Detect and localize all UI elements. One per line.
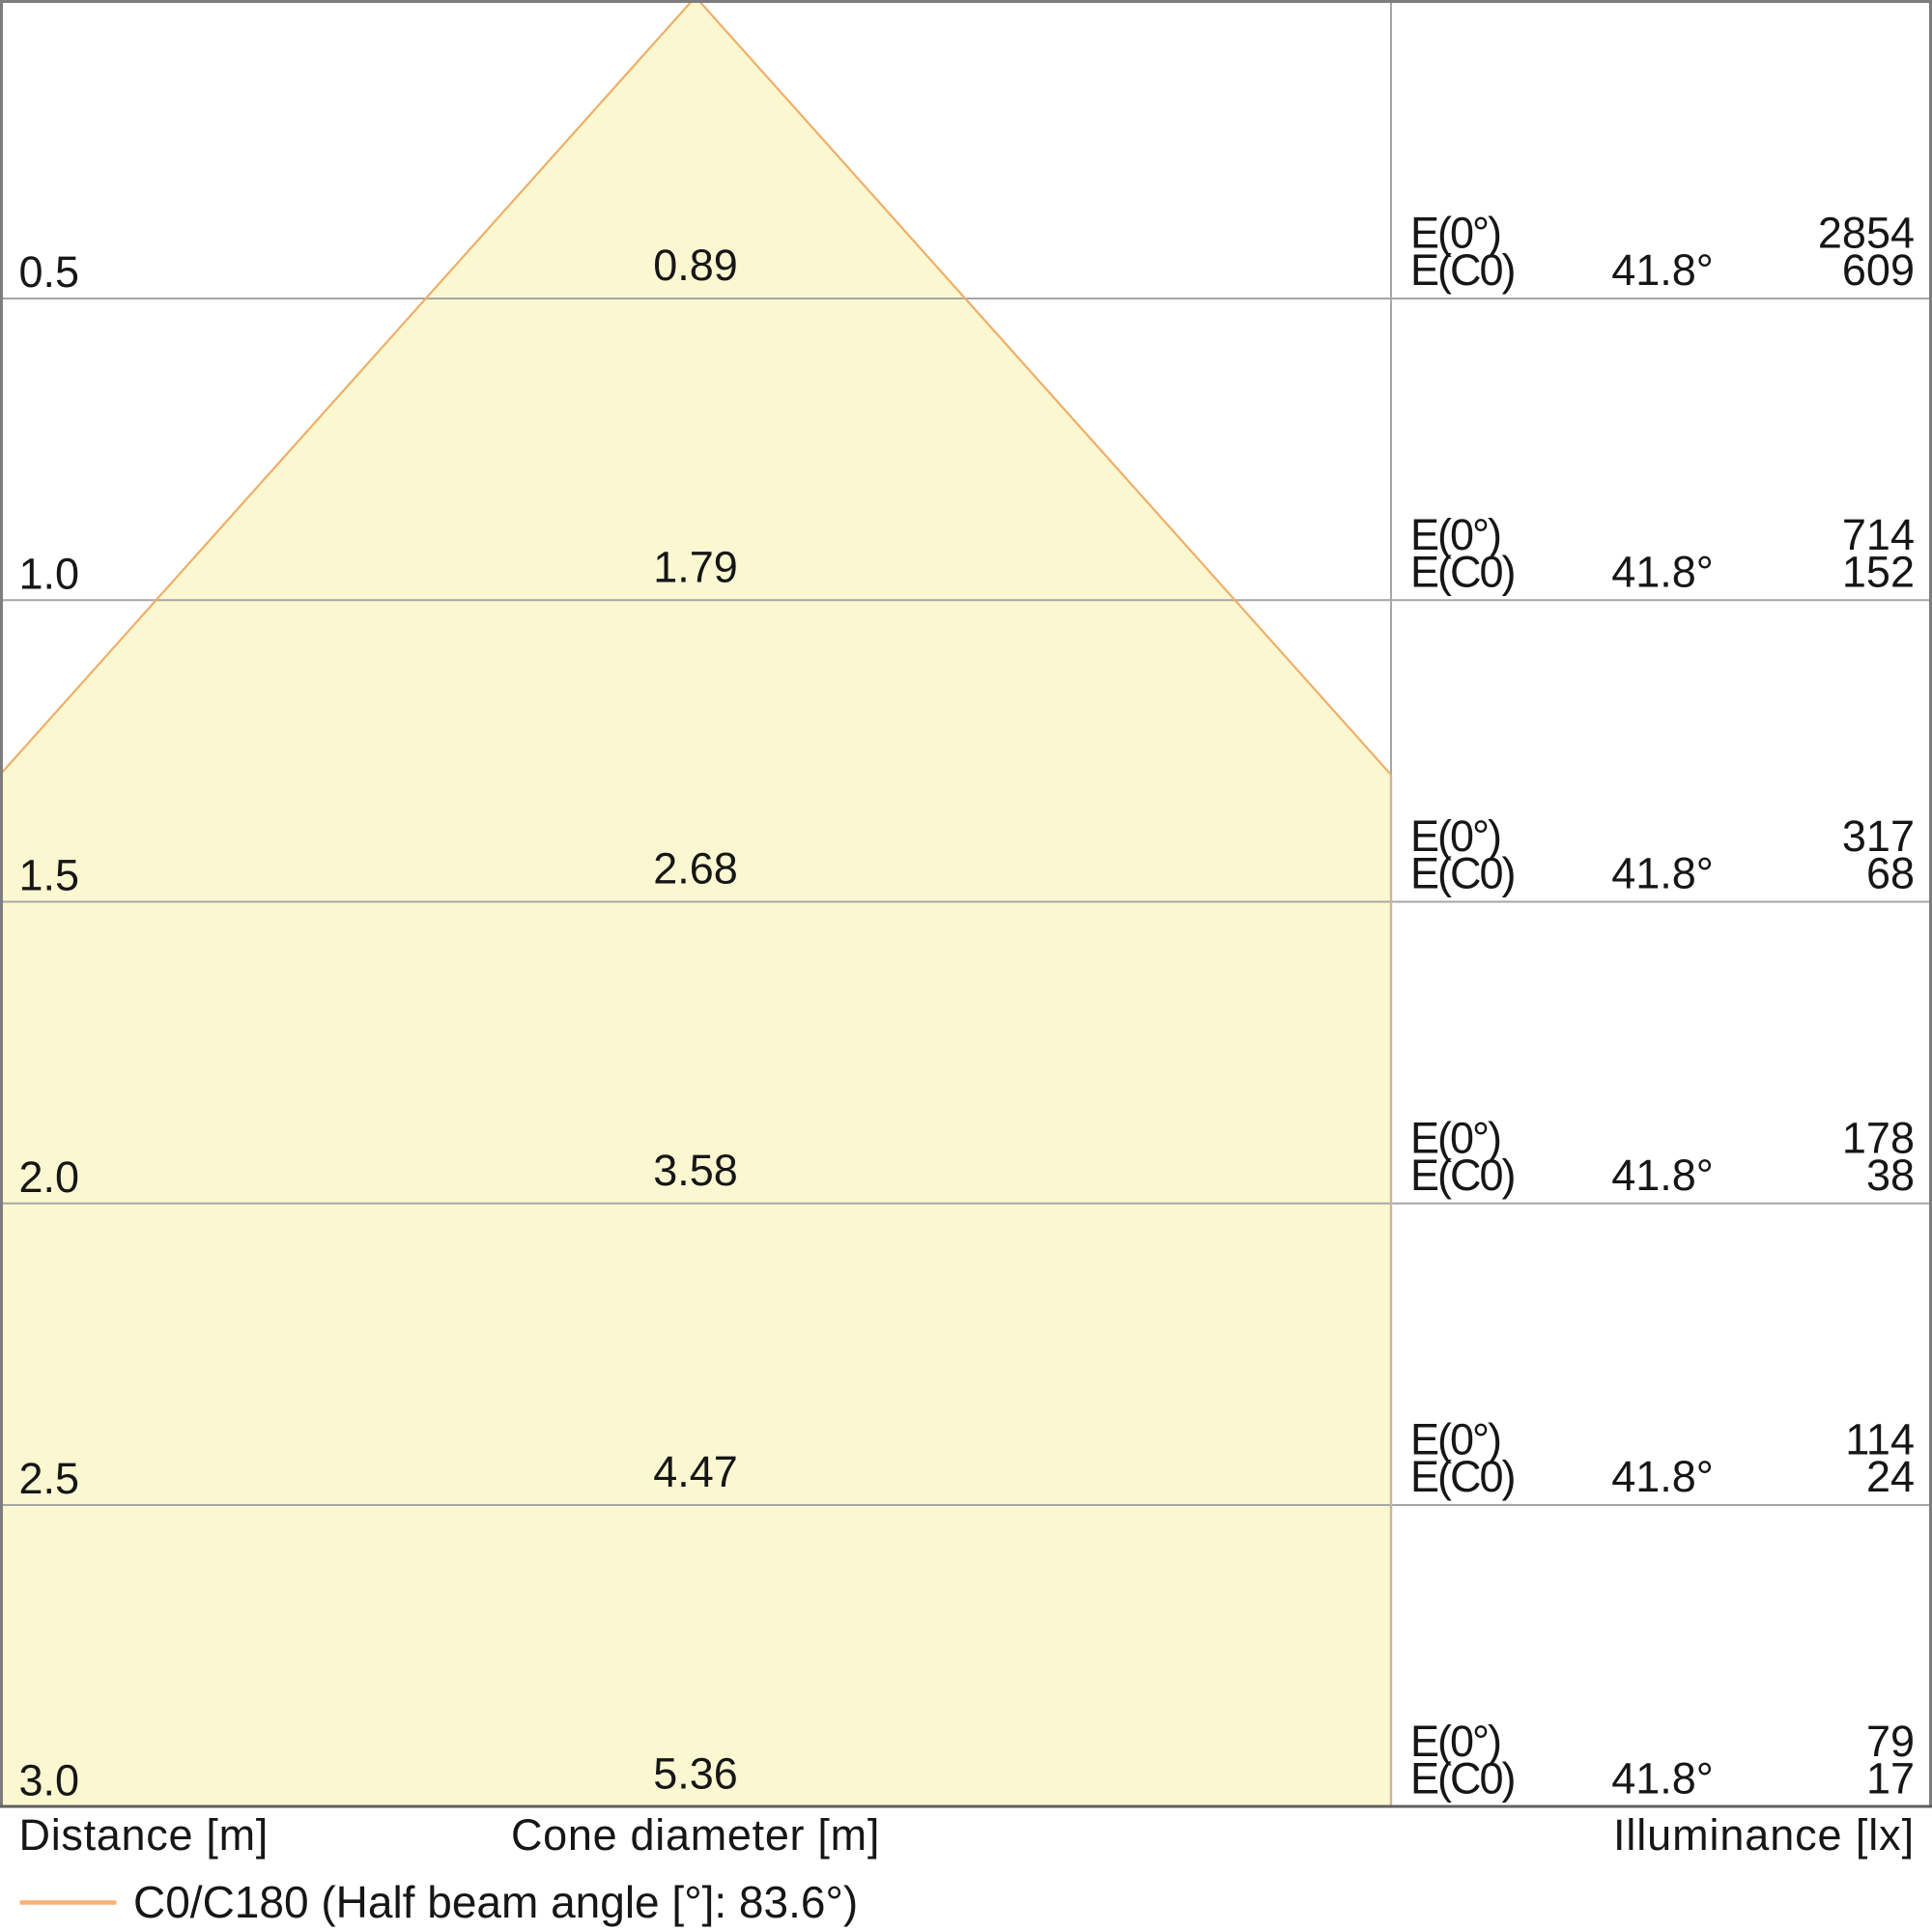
svg-text:3.58: 3.58 (653, 1146, 738, 1195)
svg-text:2.5: 2.5 (19, 1454, 80, 1503)
svg-text:1.5: 1.5 (19, 851, 80, 900)
svg-text:317: 317 (1842, 811, 1915, 861)
svg-text:41.8°: 41.8° (1611, 547, 1714, 596)
svg-text:24: 24 (1866, 1452, 1915, 1501)
svg-text:714: 714 (1842, 510, 1915, 559)
svg-text:4.47: 4.47 (653, 1447, 738, 1496)
svg-text:41.8°: 41.8° (1611, 849, 1714, 898)
svg-text:5.36: 5.36 (653, 1748, 738, 1798)
svg-text:0.5: 0.5 (19, 247, 80, 297)
svg-text:E(C0): E(C0) (1410, 1151, 1515, 1200)
svg-text:E(C0): E(C0) (1410, 849, 1515, 898)
svg-text:C0/C180 (Half beam angle [°]:: C0/C180 (Half beam angle [°]: 83.6°) (133, 1877, 858, 1927)
svg-text:E(C0): E(C0) (1410, 1753, 1515, 1803)
svg-text:114: 114 (1845, 1415, 1915, 1464)
svg-text:2854: 2854 (1818, 209, 1915, 258)
svg-text:Distance [m]: Distance [m] (19, 1810, 269, 1860)
svg-text:E(C0): E(C0) (1410, 245, 1515, 295)
svg-text:178: 178 (1842, 1113, 1915, 1162)
svg-text:E(0°): E(0°) (1410, 1717, 1500, 1766)
svg-text:1.79: 1.79 (653, 542, 738, 591)
svg-text:38: 38 (1866, 1151, 1915, 1200)
svg-text:41.8°: 41.8° (1611, 1753, 1714, 1803)
svg-text:17: 17 (1866, 1753, 1915, 1803)
svg-text:3.0: 3.0 (19, 1755, 80, 1804)
svg-text:41.8°: 41.8° (1611, 1151, 1714, 1200)
svg-text:E(0°): E(0°) (1410, 811, 1500, 861)
svg-text:E(0°): E(0°) (1410, 1415, 1500, 1464)
svg-text:609: 609 (1842, 245, 1915, 295)
svg-text:E(0°): E(0°) (1410, 209, 1500, 258)
svg-text:2.68: 2.68 (653, 844, 738, 894)
svg-text:2.0: 2.0 (19, 1152, 80, 1202)
svg-text:E(0°): E(0°) (1410, 1113, 1500, 1162)
svg-text:E(0°): E(0°) (1410, 510, 1500, 559)
svg-text:68: 68 (1866, 849, 1915, 898)
svg-text:152: 152 (1842, 547, 1915, 596)
svg-text:1.0: 1.0 (19, 549, 80, 598)
svg-text:0.89: 0.89 (653, 241, 738, 290)
svg-text:41.8°: 41.8° (1611, 245, 1714, 295)
svg-text:E(C0): E(C0) (1410, 547, 1515, 596)
svg-text:41.8°: 41.8° (1611, 1452, 1714, 1501)
svg-text:79: 79 (1866, 1717, 1915, 1766)
svg-text:Illuminance [lx]: Illuminance [lx] (1613, 1810, 1915, 1860)
svg-text:Cone diameter [m]: Cone diameter [m] (511, 1810, 880, 1860)
svg-text:E(C0): E(C0) (1410, 1452, 1515, 1501)
